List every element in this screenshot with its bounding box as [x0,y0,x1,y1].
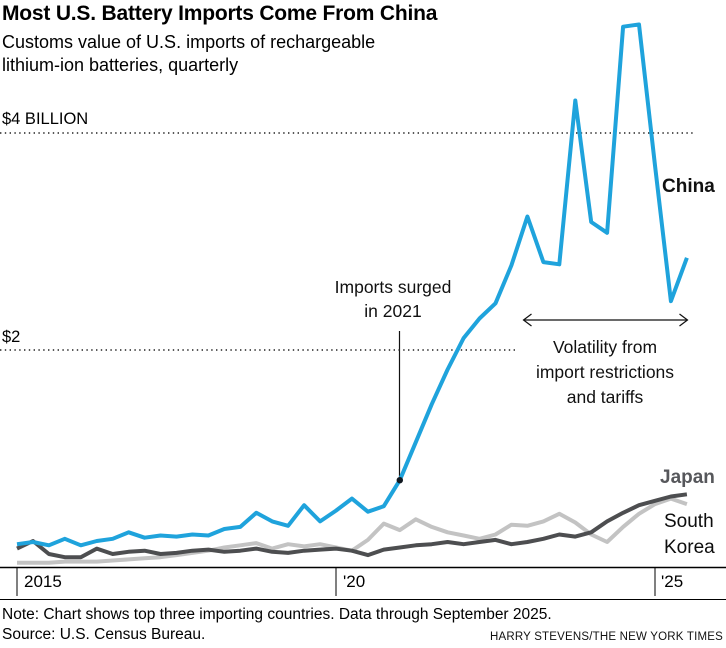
x-tick-label-2020: '20 [343,572,366,591]
page-title: Most U.S. Battery Imports Come From Chin… [2,2,438,25]
series-label-china: China [662,176,715,197]
byline-credit: HARRY STEVENS/THE NEW YORK TIMES [489,631,723,643]
series-label-south-korea: South Korea [664,511,715,558]
volatility-range-arrow [522,313,689,327]
gridline-label-4-billion: $4 BILLION [2,110,89,128]
x-tick-label-2015: 2015 [24,572,62,591]
annotation-volatility: Volatility from import restrictions and … [535,337,675,407]
footnote: Note: Chart shows top three importing co… [2,606,552,623]
chart-subtitle: Customs value of U.S. imports of recharg… [2,32,376,75]
series-label-japan: Japan [660,467,715,488]
annotation-imports-surged: Imports surged in 2021 [334,277,452,321]
x-tick-label-2025: '25 [661,572,684,591]
gridline-label-2-billion: $2 [2,328,21,346]
source-line: Source: U.S. Census Bureau. [2,626,206,643]
